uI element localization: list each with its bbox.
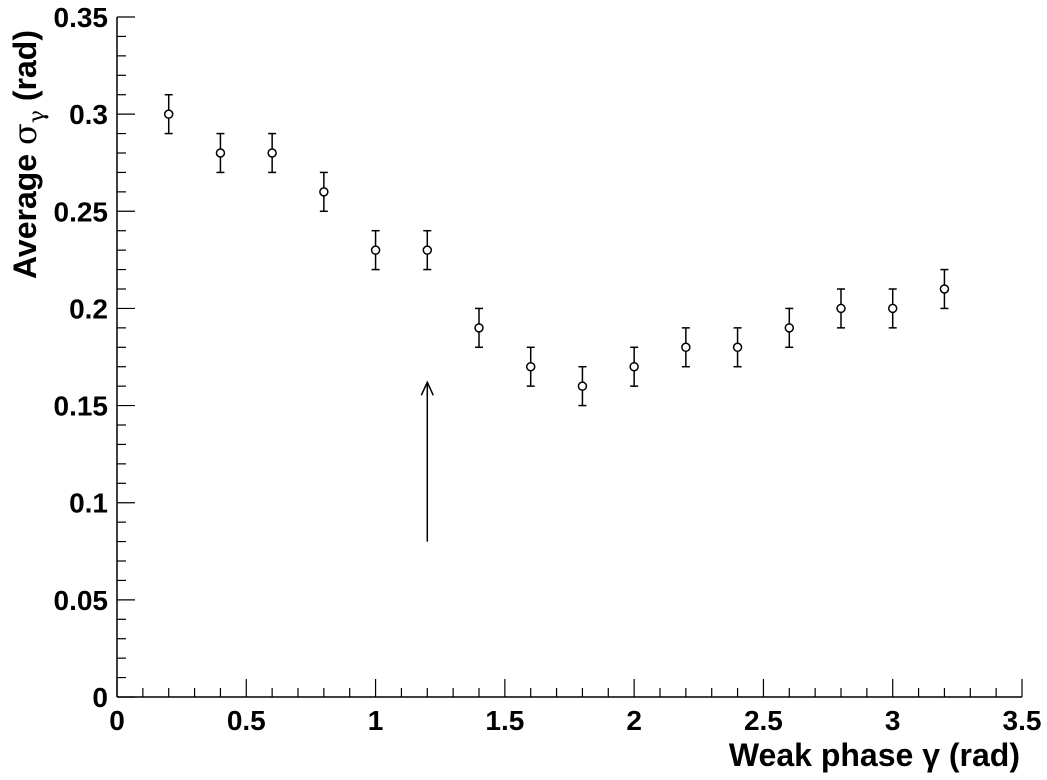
data-point bbox=[267, 132, 277, 174]
open-circle-marker bbox=[163, 109, 174, 119]
x-axis-label: Weak phase γ (rad) bbox=[729, 737, 1020, 773]
open-circle-marker bbox=[732, 342, 743, 353]
y-axis-label-subscript: γ bbox=[25, 110, 50, 123]
y-tick-label: 0 bbox=[92, 682, 108, 713]
data-point bbox=[163, 93, 174, 135]
x-tick-label: 3 bbox=[885, 705, 901, 736]
x-tick-label: 1.5 bbox=[485, 705, 524, 736]
tick-labels: 0 0.5 1 1.5 2 2.5 3 3.5 0 0.05 0.1 0.15 0.2 0.25 0.3 0.… bbox=[54, 2, 1042, 736]
open-circle-marker bbox=[939, 284, 950, 294]
open-circle-marker bbox=[422, 245, 433, 255]
axes-frame bbox=[116, 17, 1022, 698]
data-point bbox=[939, 268, 950, 310]
y-axis-label-suffix: (rad) bbox=[7, 30, 43, 110]
x-tick-label: 1 bbox=[368, 705, 384, 736]
open-circle-marker bbox=[577, 381, 588, 391]
chart-annotations bbox=[420, 380, 434, 542]
y-tick-label: 0.35 bbox=[54, 2, 109, 33]
open-circle-marker bbox=[370, 245, 381, 255]
y-tick-label: 0.15 bbox=[54, 391, 109, 422]
data-point bbox=[784, 307, 795, 349]
open-circle-marker bbox=[784, 323, 795, 333]
x-tick-label: 0.5 bbox=[227, 705, 266, 736]
y-tick-label: 0.05 bbox=[54, 585, 109, 616]
data-point bbox=[887, 288, 898, 329]
annotation-arrow bbox=[420, 380, 434, 542]
data-point bbox=[577, 365, 588, 407]
open-circle-marker bbox=[525, 361, 536, 372]
open-circle-marker bbox=[267, 148, 277, 158]
open-circle-marker bbox=[629, 361, 639, 372]
data-point bbox=[525, 346, 536, 387]
data-point bbox=[681, 327, 691, 368]
x-tick-label: 3.5 bbox=[1003, 705, 1042, 736]
y-tick-label: 0.2 bbox=[69, 293, 108, 324]
open-circle-marker bbox=[681, 342, 691, 353]
open-circle-marker bbox=[474, 323, 484, 333]
y-axis-label-prefix: Average bbox=[7, 145, 43, 279]
y-axis-label-symbol: σ bbox=[6, 123, 44, 145]
data-markers bbox=[163, 93, 950, 407]
y-tick-label: 0.25 bbox=[54, 196, 109, 227]
open-circle-marker bbox=[836, 303, 846, 314]
y-tick-label: 0.1 bbox=[69, 488, 108, 519]
y-tick-label: 0.3 bbox=[69, 99, 108, 130]
data-point bbox=[319, 171, 329, 213]
data-point bbox=[422, 229, 433, 271]
y-axis-label: Average σγ (rad) bbox=[6, 30, 50, 279]
tick-marks bbox=[116, 16, 1023, 698]
data-point bbox=[732, 327, 743, 368]
data-point bbox=[474, 307, 484, 349]
open-circle-marker bbox=[215, 148, 226, 158]
data-point bbox=[370, 229, 381, 271]
arrow-head bbox=[420, 380, 434, 396]
open-circle-marker bbox=[887, 303, 898, 314]
x-tick-label: 2.5 bbox=[744, 705, 783, 736]
x-tick-label: 2 bbox=[626, 705, 642, 736]
data-point bbox=[629, 346, 639, 387]
data-point bbox=[836, 288, 846, 329]
x-tick-label: 0 bbox=[109, 705, 125, 736]
open-circle-marker bbox=[319, 187, 329, 197]
data-point bbox=[215, 132, 226, 174]
